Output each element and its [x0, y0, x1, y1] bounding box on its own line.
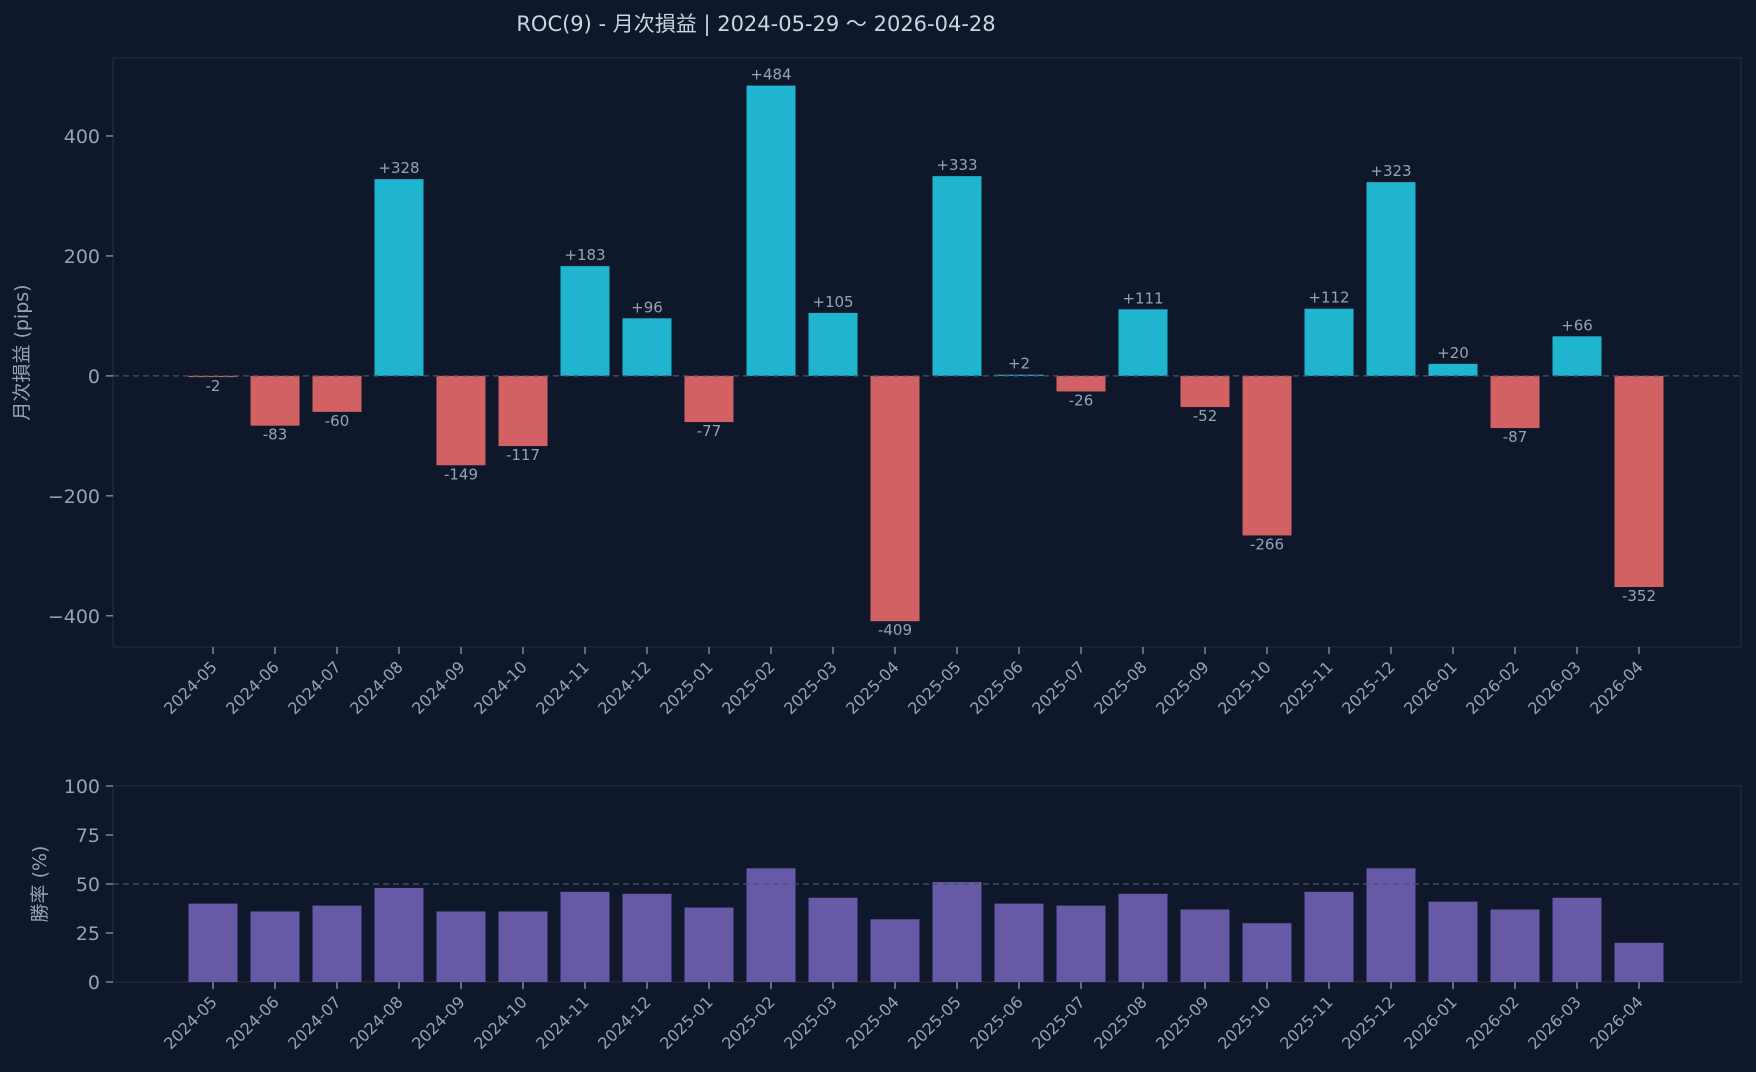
bar: [684, 907, 734, 982]
bar-value-label: +183: [564, 246, 605, 264]
bar-value-label: +66: [1561, 316, 1593, 334]
bar-value-label: -83: [263, 426, 288, 444]
bar: [1056, 375, 1106, 392]
bar-value-label: -52: [1193, 407, 1218, 425]
bar: [250, 911, 300, 982]
bar: [1304, 308, 1354, 376]
bar-value-label: -149: [444, 465, 478, 483]
bar: [436, 911, 486, 982]
bar: [1242, 375, 1292, 536]
bar-value-label: +105: [812, 293, 853, 311]
bar-value-label: +333: [936, 156, 977, 174]
bar: [250, 375, 300, 426]
y-tick-label: 0: [88, 972, 100, 994]
bar: [1056, 905, 1106, 982]
y-tick-label: 25: [76, 923, 100, 945]
y-tick-label: −200: [48, 486, 100, 508]
bar: [1304, 891, 1354, 982]
bar: [498, 911, 548, 982]
bar-value-label: -2: [206, 377, 221, 395]
bar: [1614, 375, 1664, 588]
y-tick-label: 75: [76, 825, 100, 847]
bar-value-label: +96: [631, 298, 663, 316]
bar: [1490, 375, 1540, 429]
bar: [622, 318, 672, 376]
bar-value-label: -60: [325, 412, 350, 430]
bar: [1428, 363, 1478, 376]
bar: [684, 375, 734, 423]
bar: [1552, 336, 1602, 376]
bar-value-label: -266: [1250, 535, 1284, 553]
bar-value-label: +2: [1008, 355, 1030, 373]
bar: [994, 903, 1044, 982]
bar: [932, 882, 982, 982]
bar-value-label: -26: [1069, 391, 1094, 409]
bar: [870, 919, 920, 982]
bar-value-label: -117: [506, 446, 540, 464]
bar: [1366, 868, 1416, 982]
bar: [1490, 909, 1540, 982]
bar: [1366, 182, 1416, 376]
bar: [560, 266, 610, 376]
bar: [1118, 309, 1168, 376]
bar: [312, 905, 362, 982]
bar: [436, 375, 486, 466]
bar-value-label: +323: [1370, 162, 1411, 180]
bar: [870, 375, 920, 622]
y-axis-title: 勝率 (%): [29, 846, 51, 923]
bar-value-label: -352: [1622, 587, 1656, 605]
bar: [1552, 897, 1602, 982]
bar: [1118, 893, 1168, 982]
chart-title: ROC(9) - 月次損益 | 2024-05-29 〜 2026-04-28: [516, 12, 995, 37]
y-tick-label: −400: [48, 606, 100, 628]
bar: [188, 903, 238, 982]
bar: [746, 85, 796, 376]
y-tick-label: 100: [64, 776, 100, 798]
bar: [1242, 923, 1292, 982]
bar-value-label: -87: [1503, 428, 1528, 446]
bar-value-label: +112: [1308, 289, 1349, 307]
bar: [560, 891, 610, 982]
bar: [374, 887, 424, 982]
bar-value-label: -77: [697, 422, 722, 440]
bar: [1614, 942, 1664, 982]
y-axis-title: 月次損益 (pips): [11, 284, 33, 420]
bar: [1180, 375, 1230, 408]
y-tick-label: 0: [88, 366, 100, 388]
bar: [808, 897, 858, 982]
bar-value-label: -409: [878, 621, 912, 639]
bar: [932, 176, 982, 376]
bar-value-label: +328: [378, 159, 419, 177]
y-tick-label: 200: [64, 246, 100, 268]
bar: [622, 893, 672, 982]
bar-value-label: +111: [1122, 289, 1163, 307]
bar-value-label: +20: [1437, 344, 1469, 362]
bar: [312, 375, 362, 412]
bar-value-label: +484: [750, 66, 791, 84]
y-tick-label: 50: [76, 874, 100, 896]
plot-frame: [112, 57, 1742, 648]
bar: [1180, 909, 1230, 982]
bar: [808, 312, 858, 376]
bar: [374, 179, 424, 376]
bar: [1428, 901, 1478, 982]
bar: [746, 868, 796, 982]
y-tick-label: 400: [64, 126, 100, 148]
bar: [498, 375, 548, 447]
